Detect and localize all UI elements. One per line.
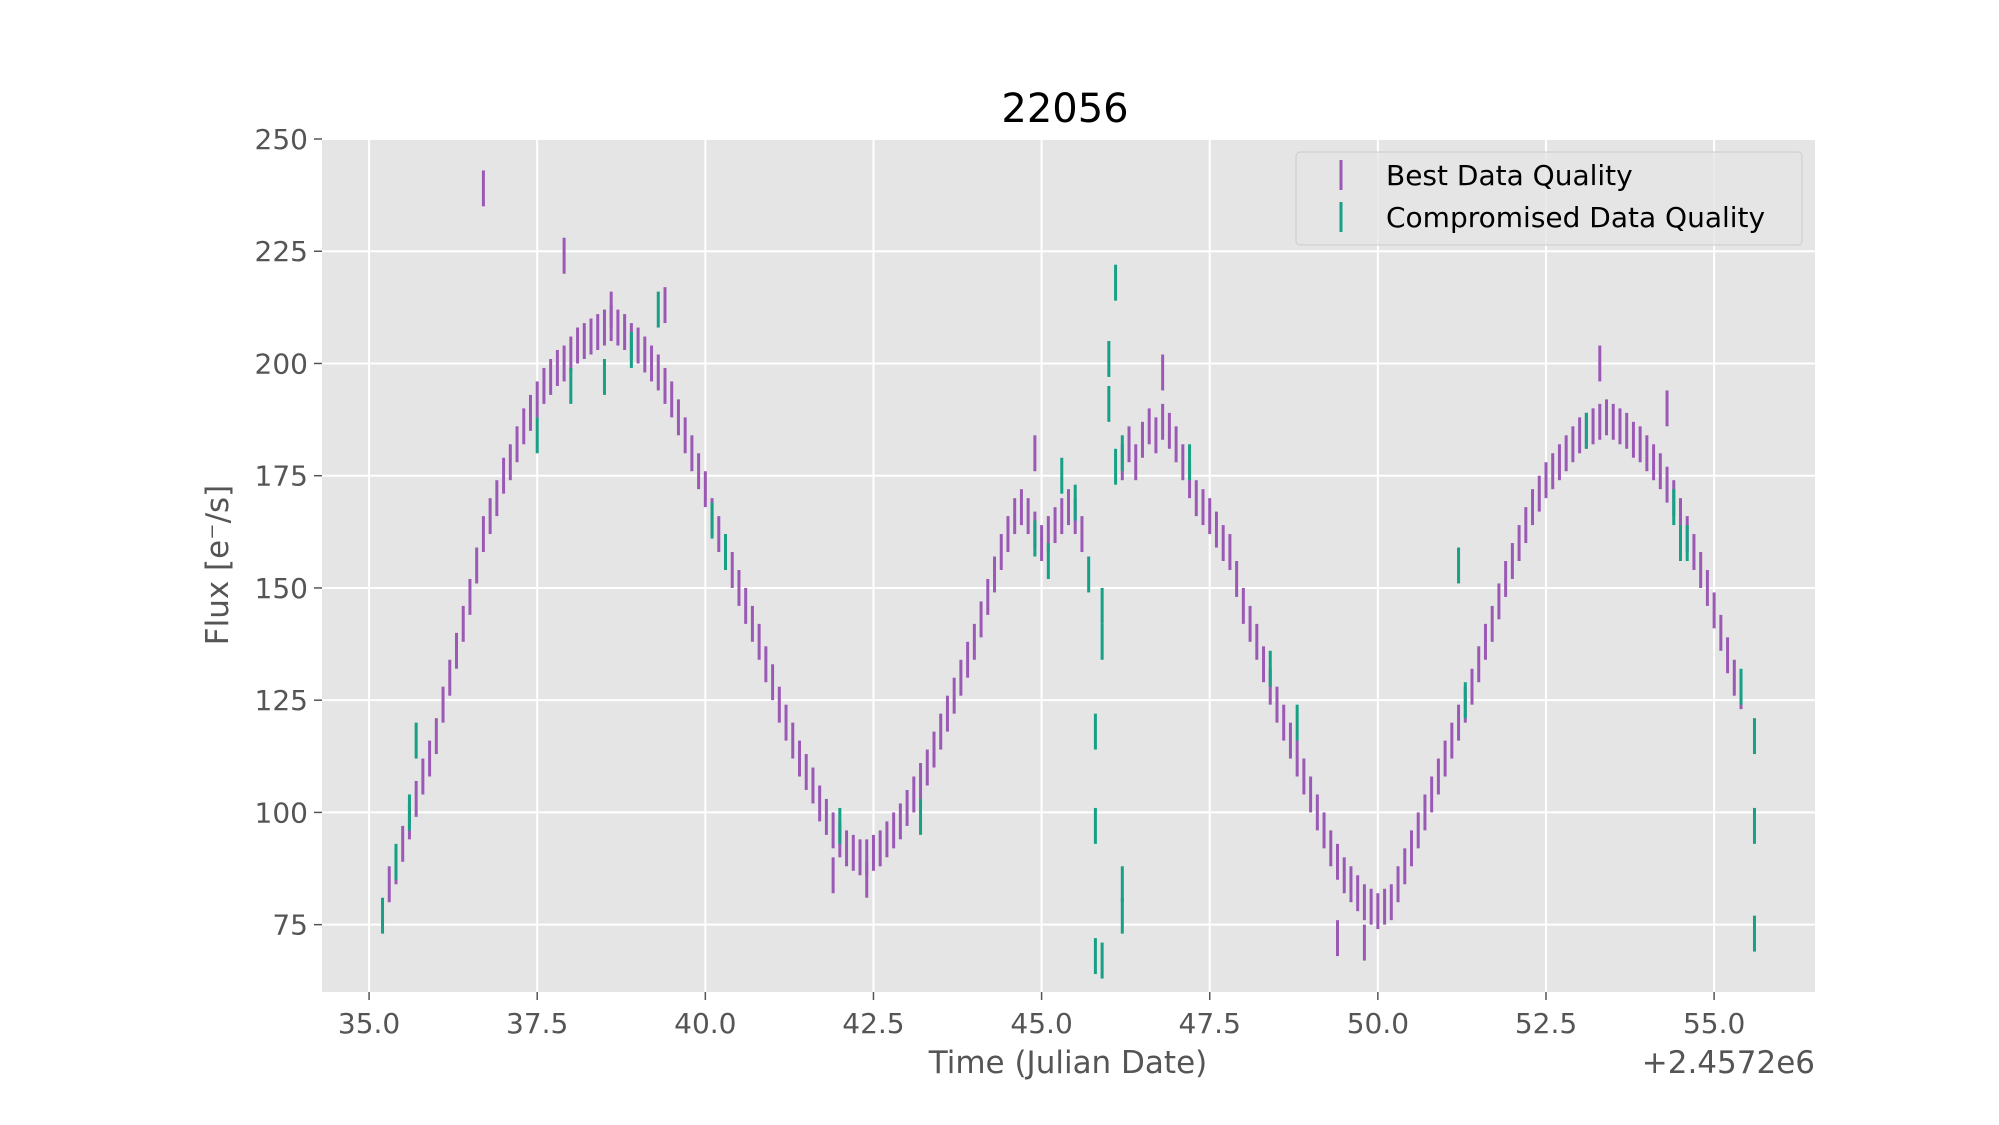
plot-area <box>322 139 1815 992</box>
x-tick-label: 37.5 <box>506 1007 568 1040</box>
x-tick-label: 42.5 <box>842 1007 904 1040</box>
data-points <box>381 170 1756 979</box>
grid-lines <box>322 138 1815 992</box>
x-axis-offset-label: +2.4572e6 <box>1642 1045 1815 1081</box>
compromised-quality-series <box>381 264 1756 979</box>
x-tick-label: 50.0 <box>1347 1007 1409 1040</box>
y-tick-label: 150 <box>255 572 308 605</box>
x-axis-label: Time (Julian Date) <box>928 1045 1208 1081</box>
legend-box <box>1295 151 1803 246</box>
legend: Best Data Quality Compromised Data Quali… <box>1295 151 1803 246</box>
best-quality-series <box>387 170 1743 961</box>
x-tick-label: 52.5 <box>1515 1007 1577 1040</box>
y-tick-label: 200 <box>255 347 308 380</box>
y-tick-label: 125 <box>255 684 308 717</box>
y-tick-label: 75 <box>272 909 308 942</box>
y-axis-label: Flux [e⁻/s] <box>200 485 236 646</box>
chart-title: 22056 <box>1001 86 1128 132</box>
y-tick-label: 250 <box>255 123 308 156</box>
y-tick-label: 100 <box>255 796 308 829</box>
x-tick-label: 40.0 <box>674 1007 736 1040</box>
y-tick-label: 225 <box>255 235 308 268</box>
x-tick-label: 55.0 <box>1683 1007 1745 1040</box>
legend-label-best: Best Data Quality <box>1386 159 1633 192</box>
x-tick-label: 45.0 <box>1010 1007 1072 1040</box>
legend-label-compromised: Compromised Data Quality <box>1386 201 1765 234</box>
y-tick-label: 175 <box>255 460 308 493</box>
x-tick-label: 47.5 <box>1179 1007 1241 1040</box>
axis-ticks: 35.0 37.5 40.0 42.5 45.0 47.5 50.0 52.5 55.0 75 10… <box>255 123 1746 1040</box>
x-tick-label: 35.0 <box>338 1007 400 1040</box>
